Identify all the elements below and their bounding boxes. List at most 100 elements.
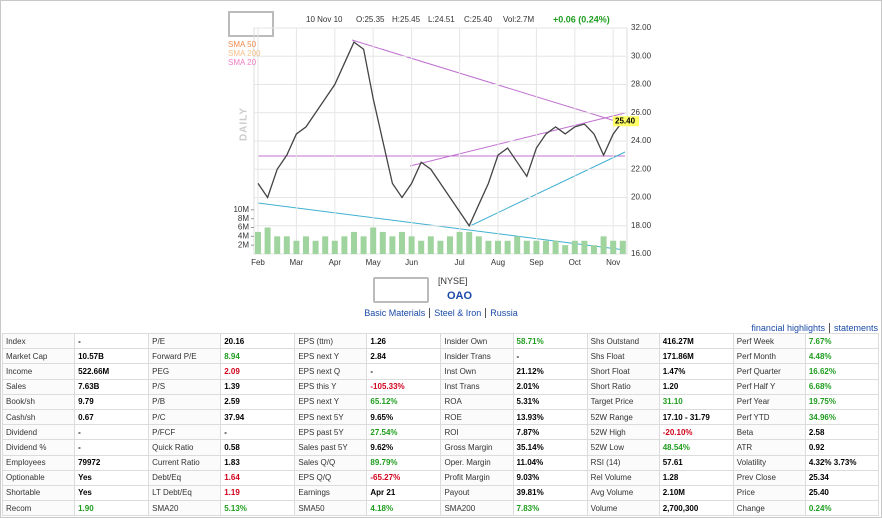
- cell-value: -: [74, 439, 150, 456]
- cell-label: Price: [732, 484, 806, 502]
- cell-value: -: [220, 424, 296, 441]
- cell-value: -: [74, 424, 150, 441]
- cell-label: P/E: [148, 332, 222, 350]
- sector-link[interactable]: Basic Materials: [364, 308, 426, 318]
- volume-bar: [303, 236, 309, 254]
- y2-tick-label: 2M: [238, 240, 249, 249]
- cell-label: SMA200: [440, 500, 514, 517]
- cell-label: Debt/Eq: [148, 469, 222, 486]
- cell-value: 171.86M: [658, 348, 734, 365]
- cell-value: -: [512, 348, 588, 365]
- cell-value: 48.54%: [658, 439, 734, 456]
- page-link[interactable]: statements: [828, 323, 878, 333]
- volume-bar: [591, 245, 597, 254]
- volume-bar: [360, 236, 367, 254]
- cell-value: 1.39: [220, 378, 296, 395]
- table-row: Shortable Yes LT Debt/Eq 1.19 Earnings Apr 21…: [1, 484, 880, 502]
- volume-bar: [533, 240, 540, 254]
- cell-label: Perf YTD: [732, 408, 806, 426]
- y2-tick-label: 10M: [233, 205, 249, 214]
- cell-label: Change: [732, 500, 806, 517]
- cell-value: 17.10 - 31.79: [658, 408, 734, 426]
- cell-value: 11.04%: [512, 454, 588, 471]
- y2-tick-label: 6M: [238, 223, 249, 232]
- ticker[interactable]: OAO: [447, 290, 473, 302]
- x-tick-label: Jun: [405, 258, 418, 267]
- cell-value: 7.67%: [804, 332, 880, 350]
- cell-value: 2.59: [220, 393, 296, 410]
- cell-value: 21.12%: [512, 363, 588, 380]
- cell-label: Optionable: [1, 469, 76, 486]
- cell-label: Insider Own: [440, 332, 514, 350]
- page-links: financial highlights statements: [751, 323, 878, 333]
- table-row: Dividend % - Quick Ratio 0.58 Sales past 5Y 9…: [1, 439, 880, 456]
- volume-bar: [504, 240, 511, 254]
- volume-bar: [495, 240, 501, 254]
- logo-box: [228, 11, 274, 37]
- cell-label: Prev Close: [732, 469, 806, 486]
- cell-value: 8.94: [220, 348, 296, 365]
- cell-label: Dividend %: [1, 439, 76, 456]
- cell-label: ROA: [440, 393, 514, 410]
- cell-label: Payout: [440, 484, 514, 502]
- volume-bar: [283, 236, 290, 254]
- table-row: Sales 7.63B P/S 1.39 EPS this Y -105.33% Inst …: [1, 378, 880, 395]
- cell-value: 35.14%: [512, 439, 588, 456]
- cell-label: Earnings: [294, 484, 368, 502]
- cell-label: EPS next 5Y: [294, 408, 368, 426]
- cell-value: 79972: [74, 454, 150, 471]
- volume-bar: [485, 240, 492, 254]
- cell-value: 37.94: [220, 408, 296, 426]
- cell-value: 16.62%: [804, 363, 880, 380]
- cell-label: Inst Own: [440, 363, 514, 380]
- cell-value: -20.10%: [658, 424, 734, 441]
- cell-value: 4.18%: [366, 500, 442, 517]
- cell-label: Current Ratio: [148, 454, 222, 471]
- cell-value: 0.24%: [804, 500, 880, 517]
- volume-bar: [370, 227, 377, 254]
- volume-bar: [571, 240, 578, 254]
- volume-bar: [255, 231, 261, 254]
- cell-label: EPS (ttm): [294, 332, 368, 350]
- cell-label: ROE: [440, 408, 514, 426]
- volume-bar: [619, 240, 626, 254]
- cell-value: 1.47%: [658, 363, 734, 380]
- cell-value: 9.03%: [512, 469, 588, 486]
- cell-label: EPS Q/Q: [294, 469, 368, 486]
- cell-label: Shortable: [1, 484, 76, 502]
- cell-label: Profit Margin: [440, 469, 514, 486]
- sector-link[interactable]: Russia: [485, 308, 518, 318]
- cell-value: 0.92: [804, 439, 880, 456]
- cell-value: 57.61: [658, 454, 734, 471]
- cell-value: 58.71%: [512, 332, 588, 350]
- table-row: Employees 79972 Current Ratio 1.83 Sales Q/Q…: [1, 454, 880, 471]
- cell-value: 89.79%: [366, 454, 442, 471]
- cell-value: 65.12%: [366, 393, 442, 410]
- cell-label: Forward P/E: [148, 348, 222, 365]
- legend-entry: SMA 20: [228, 58, 257, 67]
- cell-value: 19.75%: [804, 393, 880, 410]
- period-label: DAILY: [239, 107, 250, 141]
- fundamentals-table: Index - P/E 20.16 EPS (ttm) 1.26 Insider Own 58…: [1, 332, 880, 517]
- page-link[interactable]: financial highlights: [751, 323, 825, 333]
- cell-value: 27.54%: [366, 424, 442, 441]
- sector-link[interactable]: Steel & Iron: [429, 308, 482, 318]
- volume-bar: [322, 236, 329, 254]
- cell-label: Perf Half Y: [732, 378, 806, 395]
- price-line: [257, 41, 624, 228]
- cell-value: Yes: [74, 469, 150, 486]
- cell-label: Sales past 5Y: [294, 439, 368, 456]
- cell-value: 7.87%: [512, 424, 588, 441]
- volume-bar: [475, 236, 482, 254]
- quote-header: [NYSE] OAO Basic Materials Steel & Iron Ru…: [0, 276, 882, 333]
- header-low: L:24.51: [428, 15, 455, 24]
- cell-label: Perf Month: [732, 348, 806, 365]
- cell-value: -105.33%: [366, 378, 442, 395]
- y2-tick-label: 8M: [238, 214, 249, 223]
- x-tick-label: Apr: [329, 258, 342, 267]
- volume-bar: [562, 245, 569, 254]
- legend-entry: SMA 50: [228, 40, 257, 49]
- y-tick-label: 22.00: [631, 164, 652, 173]
- y-tick-label: 30.00: [631, 51, 652, 60]
- cell-value: 9.62%: [366, 439, 442, 456]
